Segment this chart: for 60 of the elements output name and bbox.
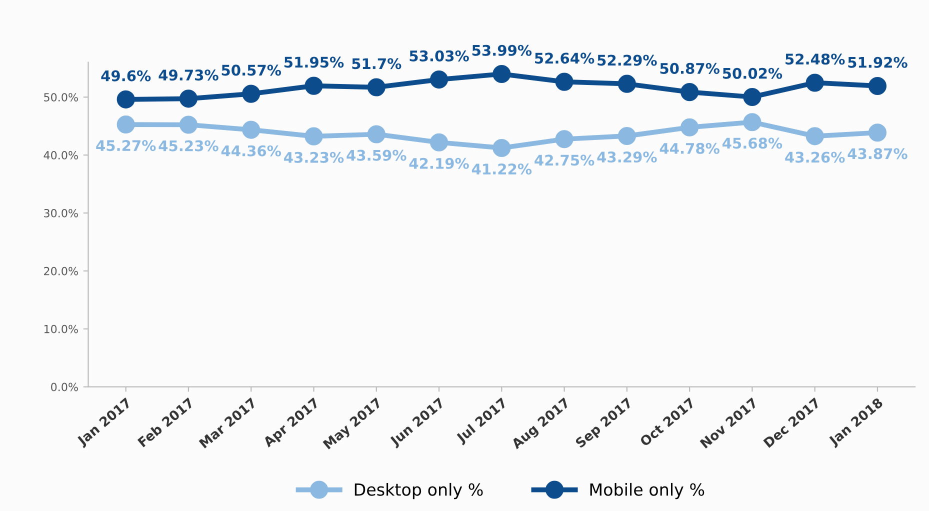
data-label: 49.6% [101,70,151,82]
data-label: 41.22% [472,164,532,175]
point [179,90,198,108]
data-label: 52.29% [598,54,657,66]
data-label: 50.87% [660,62,720,74]
data-label: 51.7% [352,58,402,70]
point [304,127,323,146]
point [430,133,448,152]
data-label: 51.95% [284,56,344,68]
point [555,130,574,148]
point [868,76,887,96]
data-label: 44.78% [660,142,720,154]
data-label: 43.29% [597,152,657,163]
data-label: 53.03% [410,50,469,62]
y-tick-label: 40.0% [44,151,78,160]
data-label: 43.59% [346,150,406,161]
point [116,90,135,108]
point [618,126,636,146]
point [743,113,762,132]
data-label: 45.27% [96,140,156,152]
y-tick-label: 20.0% [44,266,78,276]
data-label: 52.48% [786,54,845,65]
point [242,84,260,103]
data-label: 43.23% [284,152,344,163]
legend-label: Mobile only % [590,482,704,500]
point [806,127,824,146]
point [492,64,511,84]
data-label: 52.64% [535,52,594,64]
legend-label: Desktop only % [354,482,483,500]
point [116,115,135,134]
data-label: 43.87% [848,148,908,160]
point [680,83,699,102]
data-label: 45.23% [158,140,218,152]
y-tick-label: 30.0% [44,208,78,218]
data-label: 43.26% [785,152,845,163]
point [367,125,386,144]
data-label: 44.36% [221,145,282,156]
point [367,78,386,96]
point [743,88,762,106]
y-tick-label: 10.0% [44,324,78,334]
point [868,124,887,142]
y-tick-label: 0.0% [51,382,78,392]
point [806,74,824,92]
point [492,138,511,158]
point [555,72,574,91]
point [304,76,323,95]
data-label: 42.19% [409,158,469,169]
point [430,70,448,89]
point [242,120,260,139]
point [618,74,636,93]
point [179,116,198,134]
data-label: 49.73% [158,70,218,81]
point [680,118,699,136]
y-tick-label: 50.0% [44,93,78,102]
data-label: 53.99% [472,44,532,56]
data-label: 50.57% [222,64,282,76]
data-label: 51.92% [848,56,908,68]
data-label: 45.68% [722,138,782,149]
data-label: 42.75% [534,154,594,166]
data-label: 50.02% [722,68,782,79]
